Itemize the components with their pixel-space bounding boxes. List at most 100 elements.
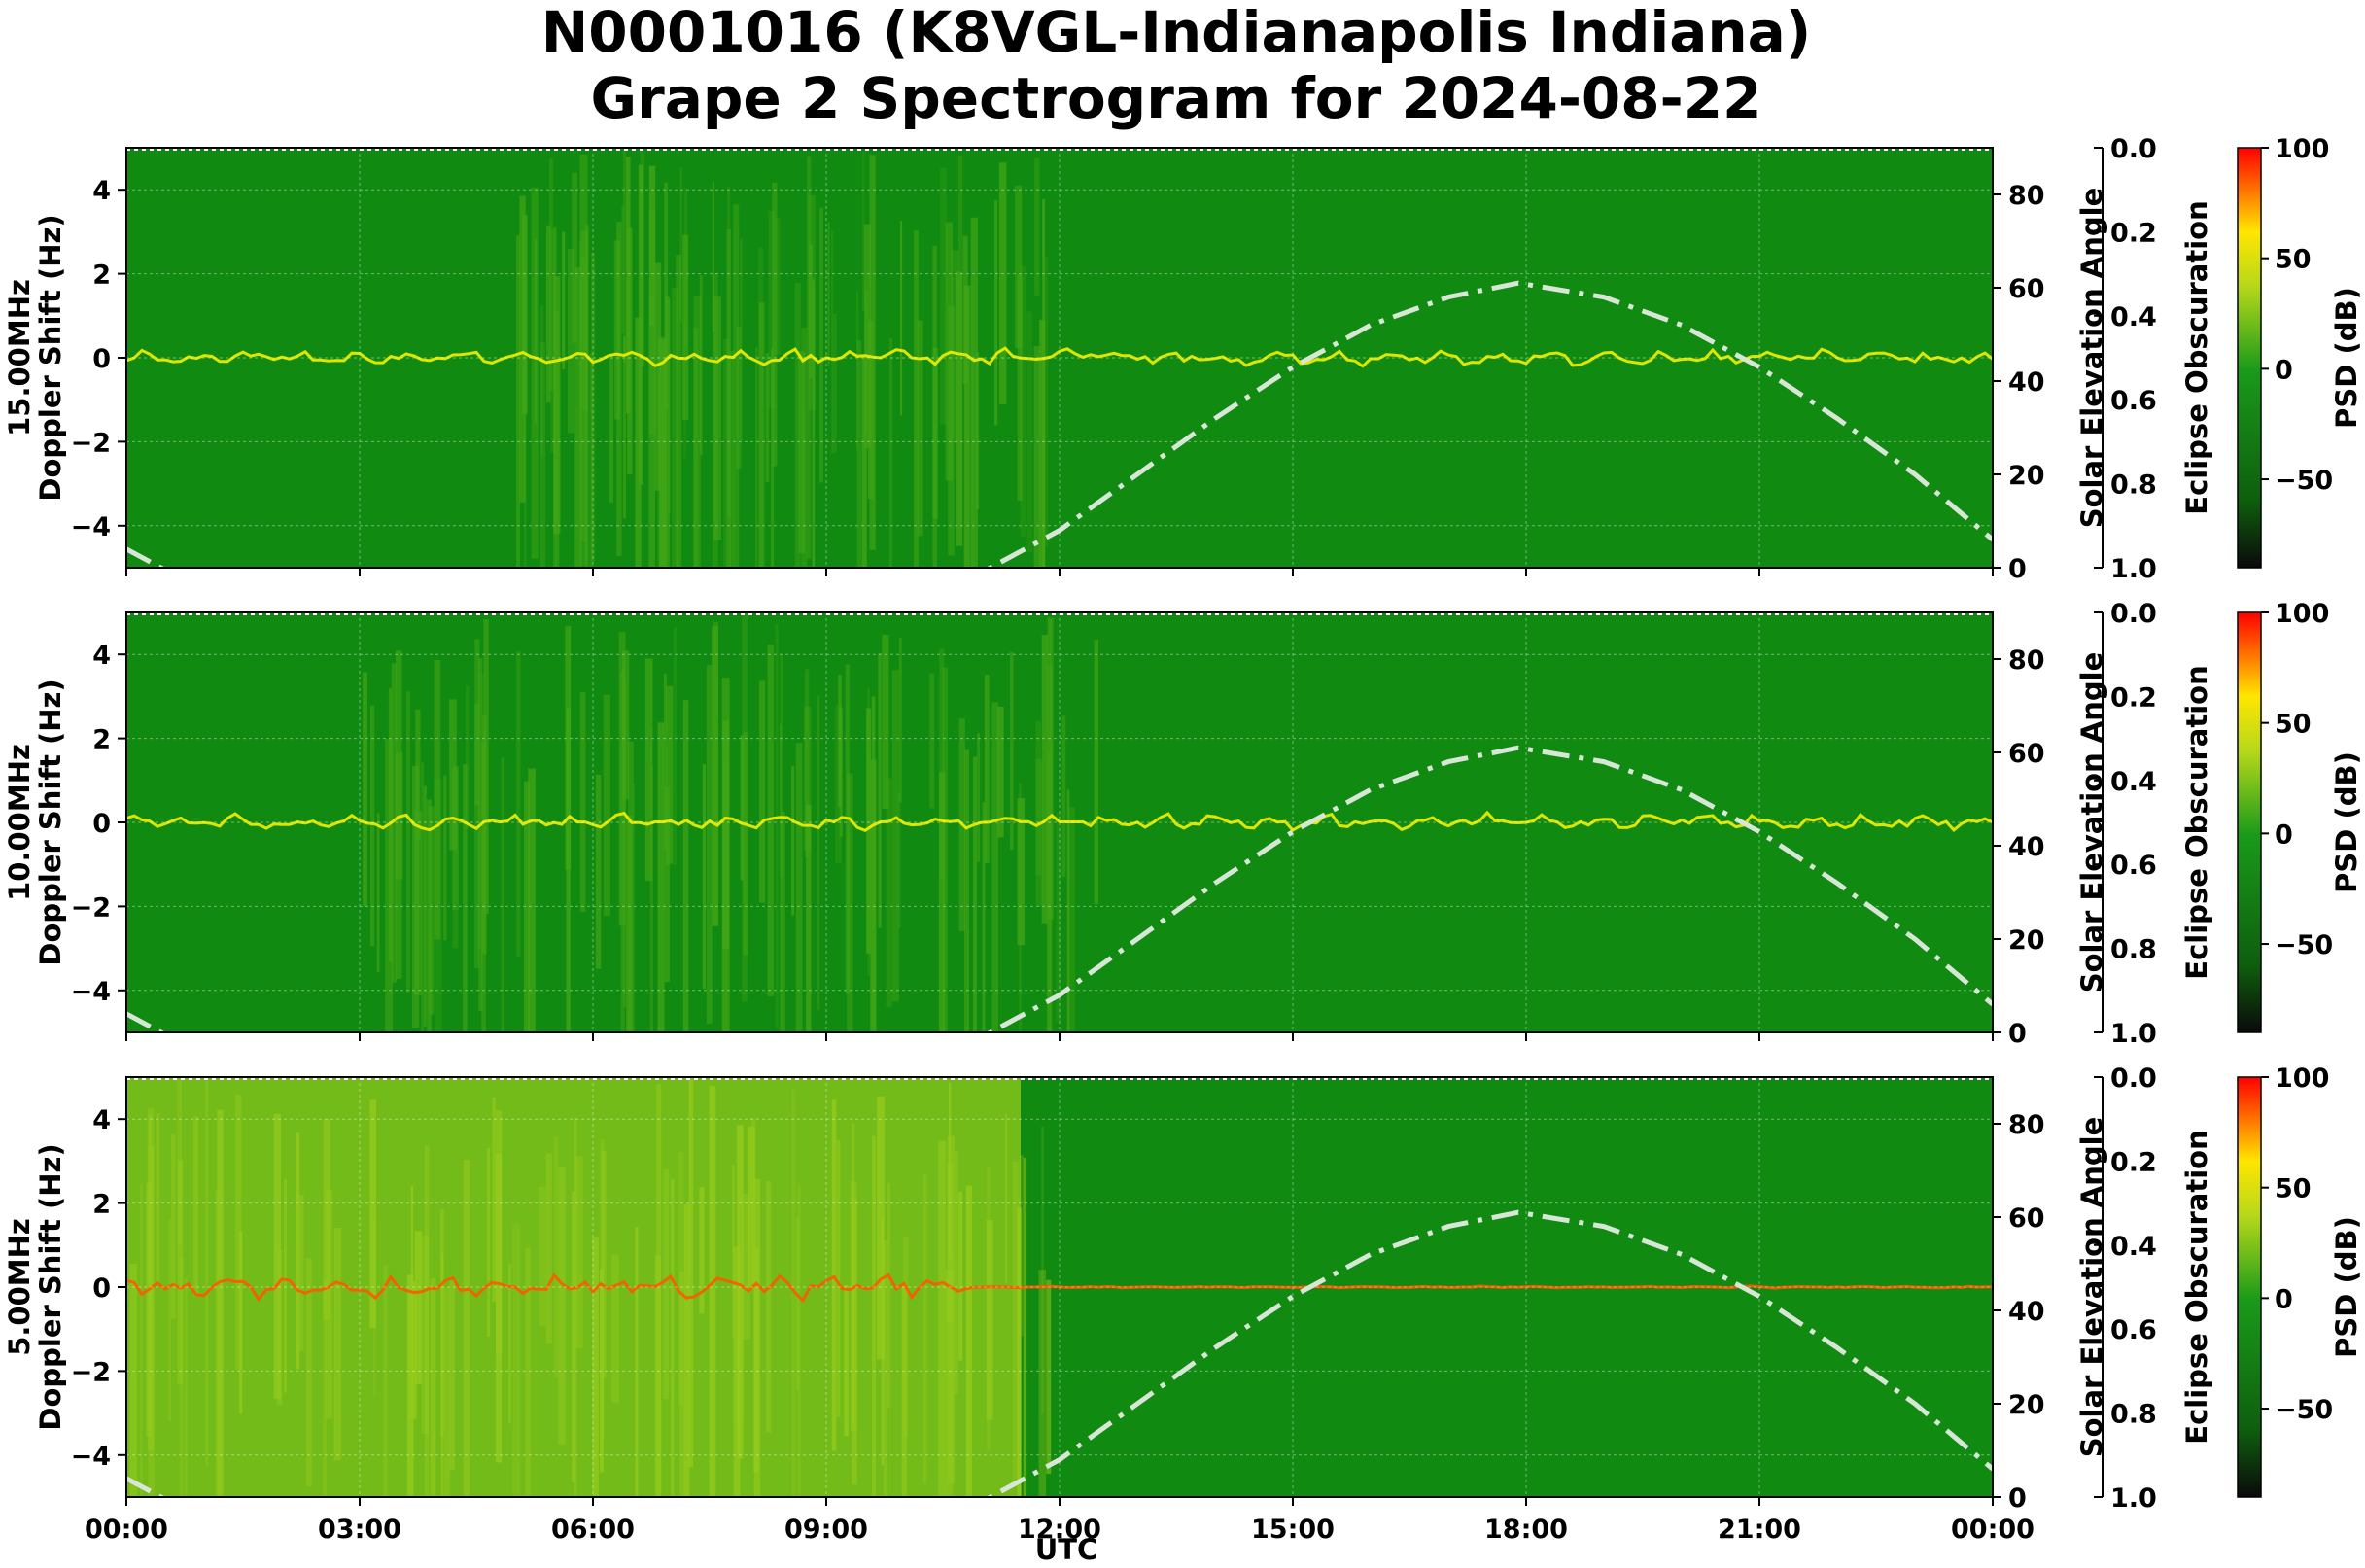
eclipse-tick-label: 0.2 — [2110, 218, 2157, 248]
noise-streak — [998, 162, 1007, 405]
noise-streak — [555, 310, 560, 568]
noise-streak — [396, 650, 402, 980]
noise-streak — [449, 699, 457, 851]
noise-streak — [580, 257, 587, 542]
noise-streak — [866, 708, 872, 955]
carrier-trace — [125, 1272, 1994, 1304]
noise-streak — [682, 234, 689, 421]
noise-streak — [723, 764, 728, 1032]
right-tick-label: 40 — [2008, 367, 2045, 398]
noise-streak — [565, 626, 572, 870]
noise-streak — [1020, 265, 1026, 537]
right-tick-label: 40 — [2008, 832, 2045, 862]
noise-streak — [648, 165, 656, 326]
noise-streak — [572, 172, 578, 343]
noise-streak — [657, 336, 665, 568]
noise-streak — [1046, 665, 1053, 1032]
noise-streak — [806, 804, 812, 1032]
noise-streak — [574, 266, 582, 568]
noise-streak — [914, 230, 919, 569]
eclipse-axis-label: Eclipse Obscuration — [2180, 200, 2213, 514]
noise-streak — [672, 288, 679, 568]
noise-streak — [638, 164, 643, 485]
y-axis-label-text: Doppler Shift (Hz) — [34, 214, 67, 501]
noise-streak — [515, 650, 521, 958]
noise-streak — [758, 302, 765, 568]
y-tick-label: −2 — [71, 428, 111, 458]
y-axis-label: 10.00MHzDoppler Shift (Hz) — [3, 679, 67, 965]
eclipse-tick-label: 0.4 — [2110, 767, 2157, 797]
noise-streak — [534, 238, 538, 425]
noise-streak — [1061, 715, 1066, 878]
noise-streak — [723, 338, 729, 568]
noise-streak — [706, 665, 713, 1025]
noise-streak — [452, 766, 460, 910]
noise-streak — [414, 811, 423, 995]
colorbar — [2237, 611, 2262, 1033]
noise-streak — [609, 354, 614, 504]
noise-streak — [1094, 639, 1098, 904]
colorbar-tick-label: 50 — [2275, 710, 2312, 740]
noise-streak — [523, 781, 531, 1032]
noise-streak — [712, 272, 718, 568]
frequency-label: 5.00MHz — [3, 1218, 36, 1356]
noise-streak — [659, 343, 666, 568]
noise-streak — [683, 322, 686, 459]
noise-streak — [553, 227, 557, 568]
noise-streak — [539, 342, 546, 568]
noise-streak — [474, 639, 480, 806]
right-tick-label: 40 — [2008, 1297, 2045, 1327]
noise-streak — [553, 276, 561, 535]
noise-streak — [1035, 758, 1043, 907]
noise-streak — [861, 356, 867, 568]
noise-streak — [635, 317, 642, 568]
noise-streak — [540, 304, 544, 457]
noise-streak — [817, 695, 820, 1010]
noise-streak — [861, 152, 865, 311]
title-line2: Grape 2 Spectrogram for 2024-08-22 — [591, 65, 1762, 131]
noise-streak — [618, 632, 626, 926]
noise-streak — [363, 672, 367, 906]
noise-streak — [791, 766, 795, 916]
colorbar-tick-label: 0 — [2275, 1284, 2293, 1314]
eclipse-tick-label: 0.2 — [2110, 682, 2157, 713]
noise-streak — [1019, 783, 1022, 1032]
noise-streak — [870, 759, 877, 1032]
colorbar — [2237, 147, 2262, 569]
solar-elevation-curve — [126, 1209, 1993, 1497]
noise-streak — [1035, 721, 1041, 876]
y-axis-label: 15.00MHzDoppler Shift (Hz) — [3, 214, 67, 501]
noise-streak — [758, 248, 764, 568]
noise-streak — [626, 815, 633, 1032]
noise-streak — [1047, 751, 1052, 1032]
noise-streak — [968, 285, 975, 568]
right-tick-label: 0 — [2008, 1019, 2027, 1049]
noise-streak — [972, 756, 978, 1032]
noise-streak — [781, 811, 785, 1032]
noise-streak — [524, 270, 527, 568]
noise-streak — [831, 230, 834, 455]
noise-streak — [567, 248, 575, 434]
noise-streak — [663, 673, 667, 851]
noise-streak — [633, 783, 636, 1032]
eclipse-tick-label: 0.8 — [2110, 470, 2157, 501]
noise-streak — [590, 253, 596, 562]
noise-streak — [942, 667, 949, 1032]
eclipse-axis-label: Eclipse Obscuration — [2180, 665, 2213, 979]
noise-streak — [1017, 797, 1026, 946]
noise-streak — [1017, 274, 1023, 501]
noise-streak — [869, 155, 876, 550]
noise-streak — [621, 205, 624, 334]
colorbar — [2237, 1076, 2262, 1498]
colorbar-tick-label: 100 — [2275, 134, 2329, 164]
eclipse-tick-label: 0.6 — [2110, 386, 2157, 416]
noise-streak — [613, 240, 620, 420]
noise-streak — [580, 230, 589, 411]
noise-streak — [589, 353, 593, 568]
colorbar-tick-label: −50 — [2275, 466, 2333, 496]
noise-streak — [443, 775, 447, 941]
y-tick-label: 0 — [92, 809, 111, 839]
noise-streak — [699, 275, 703, 456]
noise-streak — [899, 221, 903, 416]
colorbar-label: PSD (dB) — [2330, 751, 2363, 893]
